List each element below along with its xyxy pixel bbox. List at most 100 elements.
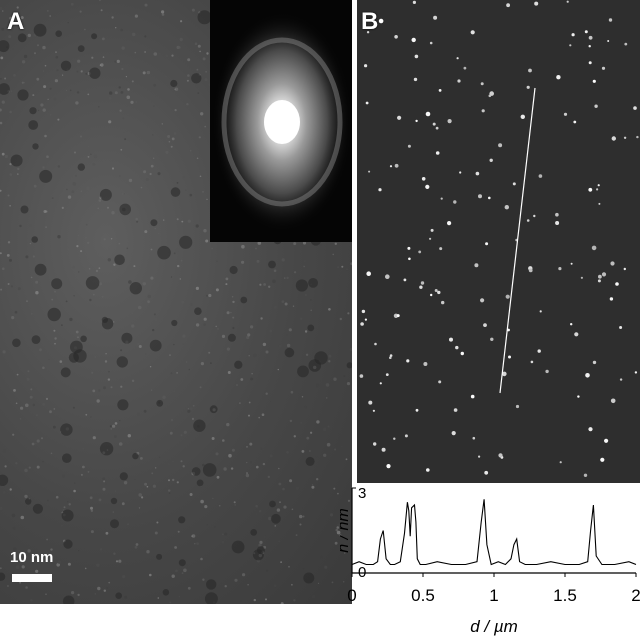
tem-grain [168,489,171,492]
tem-grain [337,266,339,268]
tem-grain [328,354,332,358]
afm-particle [439,247,443,251]
afm-particle [615,282,619,286]
tem-grain [118,86,121,89]
tem-grain [19,224,22,228]
tem-grain [29,395,33,399]
afm-particle [619,326,623,329]
tem-grain [154,317,158,322]
afm-particle [601,66,606,70]
tem-grain [112,424,116,428]
afm-particle [378,188,382,192]
tem-grain [43,210,47,213]
tem-grain [42,402,45,406]
tem-grain [185,189,187,191]
tem-grain [67,501,69,503]
tem-grain [206,52,209,55]
tem-grain [103,589,107,592]
tem-grain [203,323,206,326]
afm-particle [534,1,539,6]
tem-grain [97,207,100,210]
tem-grain [77,593,80,597]
tem-grain [226,422,230,427]
tem-grain [216,327,220,331]
tem-grain [140,186,143,189]
tem-grain [172,478,175,482]
tem-grain [76,91,80,94]
tem-grain [87,471,90,473]
afm-particle [583,473,588,477]
tem-grain [135,217,138,221]
tem-grain [349,347,352,352]
tem-grain [295,486,300,490]
x-tick-label: 1 [489,586,498,605]
tem-particle [191,73,202,84]
tem-grain [99,282,102,286]
tem-grain [216,260,218,262]
tem-particle [91,33,98,40]
tem-grain [11,316,15,320]
afm-particle [419,285,423,289]
afm-particle [373,442,377,446]
tem-grain [131,324,135,328]
tem-grain [105,16,109,20]
tem-grain [4,154,8,159]
afm-particle [360,322,364,326]
tem-grain [97,586,101,591]
tem-grain [282,487,285,491]
tem-grain [334,448,337,451]
tem-grain [239,600,242,602]
afm-particle [588,35,593,40]
tem-grain [345,458,348,461]
tem-grain [1,100,5,104]
tem-grain [30,388,33,391]
tem-grain [192,404,195,407]
tem-grain [51,298,54,301]
afm-particle [472,436,476,440]
afm-particle [451,431,456,436]
tem-grain [82,465,85,469]
afm-particle [636,135,639,139]
tem-particle [250,529,258,536]
height-profile-chart: 0 0.5 1 1.5 2 0 3 d / µm h / nm [340,485,640,636]
tem-grain [281,300,285,303]
tem-grain [182,334,186,338]
tem-grain [67,248,69,250]
tem-grain [57,118,60,121]
afm-particle [566,0,569,3]
tem-grain [8,35,12,39]
tem-particle [110,497,118,505]
tem-grain [286,343,291,348]
tem-grain [232,300,235,304]
tem-particle [234,360,243,369]
tem-grain [53,329,56,332]
afm-particle [555,212,559,217]
tem-grain [335,528,339,532]
afm-particle [573,120,577,124]
tem-grain [137,305,142,310]
tem-particle [119,472,128,481]
tem-grain [263,535,266,539]
tem-grain [121,67,124,71]
afm-particle [430,293,433,297]
tem-grain [9,163,12,166]
tem-grain [328,360,331,363]
tem-grain [280,602,284,604]
tem-grain [114,60,117,63]
afm-particle [585,373,590,378]
tem-grain [340,445,343,448]
tem-grain [24,468,28,473]
tem-grain [301,450,305,453]
tem-grain [255,465,259,469]
tem-grain [13,389,16,392]
tem-grain [158,53,161,55]
tem-grain [35,443,37,445]
tem-grain [91,371,94,374]
tem-grain [325,383,330,387]
tem-grain [151,389,153,391]
tem-grain [122,575,126,579]
tem-grain [196,157,199,160]
tem-particle [156,399,164,407]
tem-particle [314,351,328,365]
afm-particle [528,268,533,273]
